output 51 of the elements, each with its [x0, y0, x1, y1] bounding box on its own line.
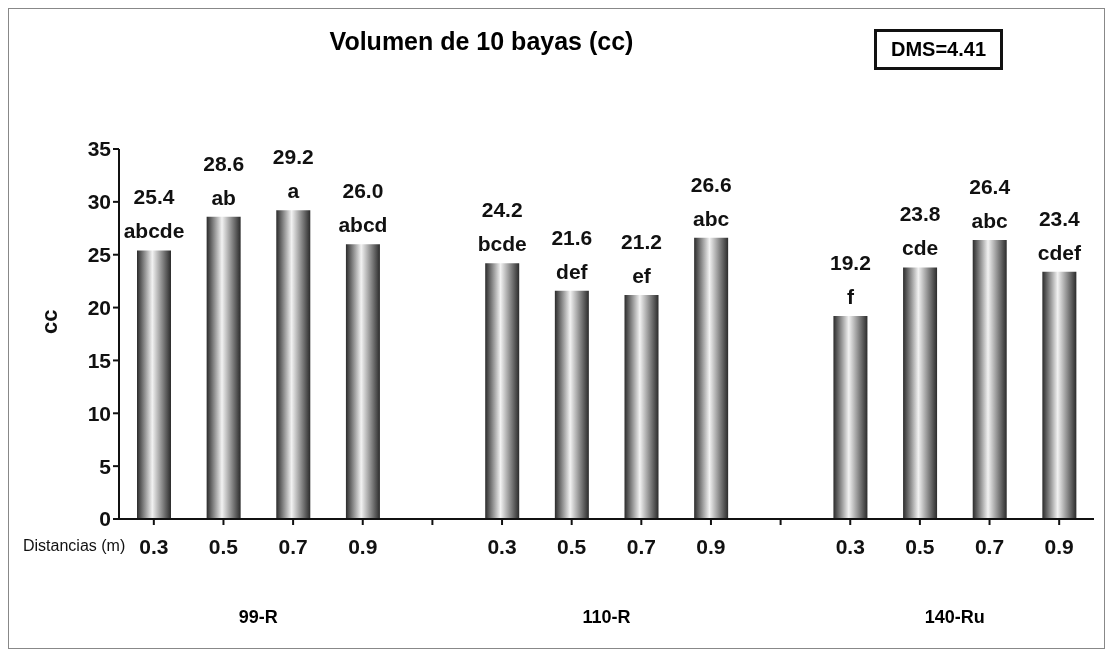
y-tick-label: 0: [99, 507, 111, 531]
y-tick-label: 30: [87, 190, 111, 214]
data-label: 26.6 abc: [690, 172, 732, 230]
x-tick-label: 0.7: [974, 534, 1005, 558]
x-tick-label: 0.9: [696, 534, 726, 558]
y-tick-label: 20: [87, 296, 111, 320]
x-tick-label: 0.5: [208, 534, 239, 558]
data-label: 25.4 abcde: [123, 185, 185, 243]
y-tick-label: 25: [87, 243, 112, 267]
data-label: 23.4 cdef: [1037, 206, 1082, 264]
text: 99-R: [237, 607, 279, 628]
x-tick-label: 0.3: [139, 534, 169, 558]
x-tick-label: 0.9: [348, 534, 378, 558]
data-label: 24.2 bcde: [477, 198, 527, 256]
data-label: 23.8 cde: [899, 202, 941, 260]
bar: [1042, 271, 1077, 519]
data-label: 26.0 abcd: [338, 179, 388, 237]
text: DMS=4.41: [874, 29, 1004, 70]
data-label: 21.6 def: [551, 225, 593, 283]
data-label: 21.2 ef: [621, 229, 662, 287]
text: 140-Ru: [923, 607, 986, 628]
bar: [903, 267, 938, 519]
x-tick-label: 0.9: [1044, 534, 1074, 558]
data-label: 19.2 f: [829, 251, 871, 309]
bar: [972, 239, 1007, 519]
y-tick-label: 15: [87, 348, 112, 372]
x-tick-label: 0.5: [905, 534, 935, 558]
bar: [485, 263, 520, 519]
bar: [833, 316, 868, 519]
x-axis-title: Distancias (m): [23, 537, 126, 555]
chart-title: Volumen de 10 bayas (cc): [329, 27, 634, 55]
x-tick-label: 0.5: [557, 534, 587, 558]
bar: [554, 290, 589, 519]
bar: [137, 250, 171, 519]
y-tick-label: 35: [87, 137, 112, 161]
x-tick-label: 0.7: [278, 534, 308, 558]
bar: [694, 237, 729, 519]
y-tick-label: 5: [99, 454, 112, 478]
x-tick-label: 0.3: [835, 534, 865, 558]
data-label: 29.2 a: [272, 145, 314, 203]
bar: [206, 216, 241, 519]
x-tick-label: 0.3: [487, 534, 517, 558]
bar: [345, 244, 380, 519]
data-label: 28.6 ab: [203, 151, 245, 209]
bar: [276, 210, 311, 519]
bar: [624, 294, 659, 519]
text: 110-R: [581, 607, 632, 628]
x-tick-label: 0.7: [626, 534, 656, 558]
data-label: 26.4 abc: [969, 174, 1011, 232]
y-tick-label: 10: [87, 401, 111, 425]
y-axis-title: cc: [36, 309, 62, 334]
